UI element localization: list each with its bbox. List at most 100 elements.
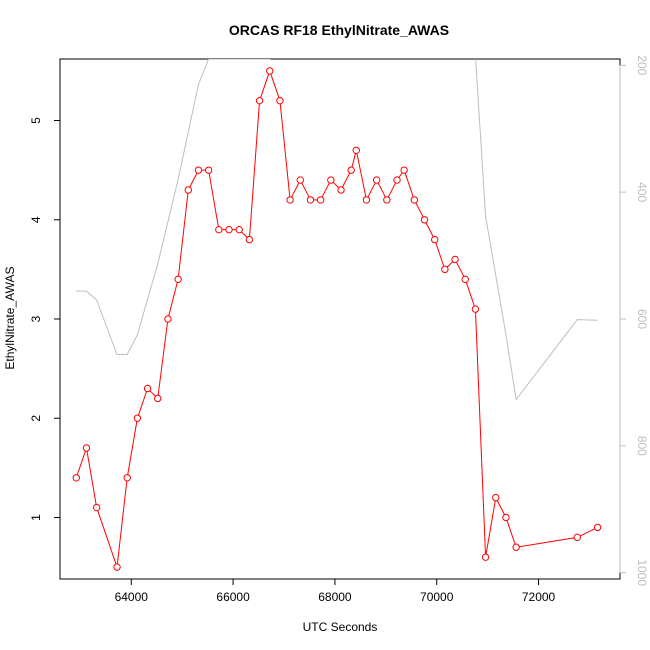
series-line-segment <box>415 202 424 218</box>
data-point <box>471 305 480 313</box>
data-point <box>143 384 152 393</box>
data-point <box>225 225 233 234</box>
series-line-segment <box>475 312 486 554</box>
series-line-segment <box>351 153 356 168</box>
series-line-segment <box>208 173 219 227</box>
series-line-segment <box>249 103 260 237</box>
series-line-segment <box>291 182 300 198</box>
data-point <box>92 503 101 512</box>
x-tick-label: 64000 <box>115 590 149 604</box>
data-point <box>492 493 500 502</box>
data-point <box>481 553 490 561</box>
data-point <box>184 186 192 194</box>
plot-content <box>72 59 602 571</box>
series-line-segment <box>177 193 189 277</box>
series-line-segment <box>301 182 310 198</box>
data-point <box>316 196 325 204</box>
series-line-segment <box>189 172 198 188</box>
series-line-segment <box>241 231 248 238</box>
series-line-segment <box>367 182 376 198</box>
data-point <box>347 166 355 174</box>
y-axis-label: EthylNitrate_AWAS <box>3 266 17 369</box>
series-line-segment <box>168 282 178 317</box>
series-line-segment <box>465 282 475 307</box>
data-point <box>400 166 408 174</box>
data-point <box>420 216 429 224</box>
series-line-segment <box>332 181 340 189</box>
data-point <box>327 176 335 184</box>
secondary-y-axis: 200 400 600 800 1000 <box>619 55 649 586</box>
data-point <box>276 96 284 105</box>
y-tick-label: 2 <box>29 415 43 422</box>
series-line-segment <box>116 480 128 564</box>
data-point <box>337 186 345 194</box>
secondary-y-tick-label: 400 <box>635 182 649 202</box>
series-line-segment <box>377 182 386 198</box>
x-tick-label: 72000 <box>522 590 556 604</box>
chart-title: ORCAS RF18 EthylNitrate_AWAS <box>229 22 449 38</box>
series-line-segment <box>496 500 505 515</box>
series-line-segment <box>506 520 516 545</box>
secondary-y-tick-label: 200 <box>635 55 649 75</box>
secondary-trace-line <box>76 59 598 401</box>
series-line-segment <box>321 182 330 198</box>
series-line-segment <box>76 450 86 475</box>
data-point <box>255 96 264 105</box>
series-line-segment <box>342 172 351 188</box>
data-point <box>82 444 91 452</box>
data-point <box>296 176 304 184</box>
series-line-segment <box>97 510 117 565</box>
series-line-segment <box>149 390 156 397</box>
x-tick-label: 68000 <box>318 590 352 604</box>
data-point <box>204 166 213 174</box>
series-line-segment <box>425 222 434 237</box>
data-point <box>593 523 602 532</box>
data-point <box>215 225 223 234</box>
secondary-y-tick-label: 800 <box>635 436 649 456</box>
series-line-segment <box>404 173 414 198</box>
data-point <box>286 196 294 204</box>
data-point <box>372 176 381 184</box>
series-line-segment <box>137 391 148 416</box>
data-point <box>393 176 401 184</box>
series-line-segment <box>387 182 397 198</box>
series-line-segment <box>127 421 138 475</box>
series-line-segment <box>279 103 291 197</box>
series-line-segment <box>519 537 575 548</box>
y-axis: 1 2 3 4 5 <box>29 117 61 521</box>
data-point <box>410 196 419 204</box>
y-tick-label: 1 <box>29 514 43 521</box>
data-point <box>235 225 243 234</box>
series-line-segment <box>270 73 280 98</box>
data-point <box>362 196 371 204</box>
series-line-segment <box>435 242 445 267</box>
y-tick-label: 4 <box>29 216 43 223</box>
data-point <box>154 394 162 403</box>
data-point <box>306 196 315 204</box>
data-point <box>113 563 121 571</box>
data-point <box>164 315 172 323</box>
data-point <box>174 275 182 284</box>
secondary-y-tick-label: 600 <box>635 309 649 329</box>
series-line-segment <box>86 451 97 505</box>
data-point <box>573 533 581 542</box>
plot-frame <box>59 58 621 580</box>
x-axis-label: UTC Seconds <box>303 620 378 634</box>
data-point <box>352 146 360 154</box>
data-point <box>512 543 520 551</box>
series-line-segment <box>446 261 454 268</box>
series-line-segment <box>260 73 270 98</box>
data-point <box>123 474 131 482</box>
data-point <box>502 513 510 522</box>
series-line-segment <box>485 500 496 555</box>
x-axis: 64000 66000 68000 70000 72000 <box>115 578 556 604</box>
data-point <box>72 474 80 482</box>
y-tick-label: 5 <box>29 117 43 124</box>
series-line-segment <box>579 528 595 537</box>
data-point <box>266 67 274 75</box>
series-line-segment <box>456 262 465 277</box>
data-point <box>451 255 459 264</box>
series-line-segment <box>398 172 403 178</box>
data-point <box>133 414 142 422</box>
